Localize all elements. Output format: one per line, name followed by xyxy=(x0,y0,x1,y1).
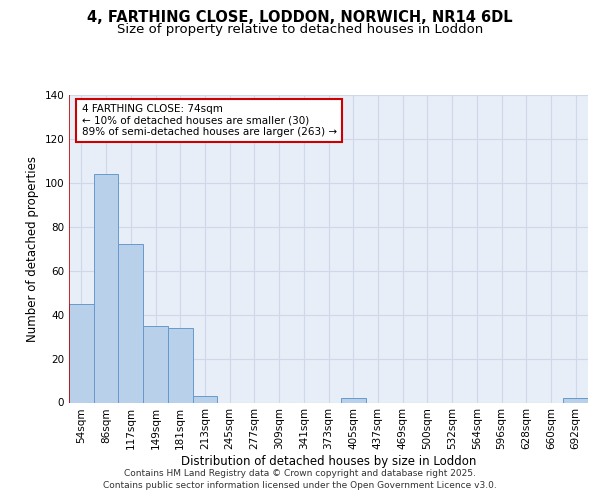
Bar xyxy=(168,328,193,402)
Text: Size of property relative to detached houses in Loddon: Size of property relative to detached ho… xyxy=(117,24,483,36)
Text: 4 FARTHING CLOSE: 74sqm
← 10% of detached houses are smaller (30)
89% of semi-de: 4 FARTHING CLOSE: 74sqm ← 10% of detache… xyxy=(82,104,337,137)
Bar xyxy=(193,396,217,402)
Bar xyxy=(69,304,94,402)
Text: 4, FARTHING CLOSE, LODDON, NORWICH, NR14 6DL: 4, FARTHING CLOSE, LODDON, NORWICH, NR14… xyxy=(87,10,513,25)
Y-axis label: Number of detached properties: Number of detached properties xyxy=(26,156,39,342)
Bar xyxy=(143,326,168,402)
Bar xyxy=(341,398,365,402)
X-axis label: Distribution of detached houses by size in Loddon: Distribution of detached houses by size … xyxy=(181,455,476,468)
Text: Contains public sector information licensed under the Open Government Licence v3: Contains public sector information licen… xyxy=(103,480,497,490)
Bar xyxy=(118,244,143,402)
Text: Contains HM Land Registry data © Crown copyright and database right 2025.: Contains HM Land Registry data © Crown c… xyxy=(124,470,476,478)
Bar xyxy=(563,398,588,402)
Bar xyxy=(94,174,118,402)
